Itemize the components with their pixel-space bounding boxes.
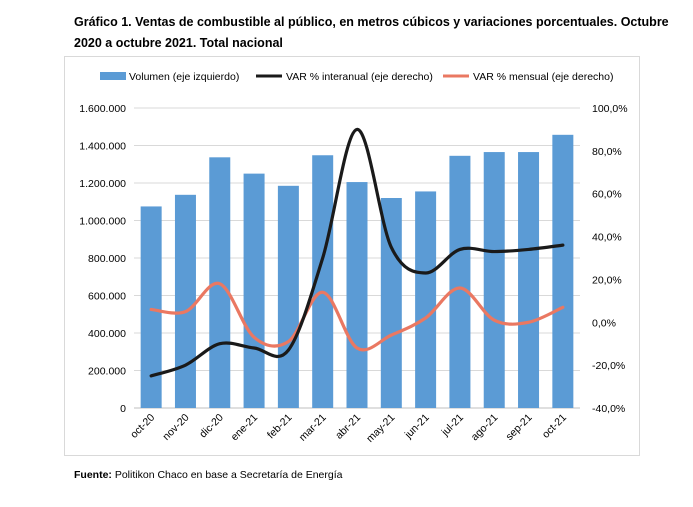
chart-frame: [64, 56, 640, 456]
bar-nov-20: [174, 194, 196, 408]
y-left-tick-label: 1.200.000: [79, 178, 126, 190]
x-axis: oct-20 nov-20 dic-20 ene-21 feb-21 mar-21 abr-…: [128, 412, 569, 445]
legend: Volumen (eje izquierdo) VAR % interanual …: [100, 71, 613, 83]
chart-title: Gráfico 1. Ventas de combustible al públ…: [74, 15, 669, 50]
x-tick-label: nov-20: [160, 412, 191, 443]
x-tick-label: may-21: [364, 412, 397, 445]
legend-swatch-volumen: [100, 72, 126, 80]
source-label: Fuente:: [74, 469, 112, 481]
bar-abr-21: [346, 182, 368, 408]
line-var-mensual: [149, 281, 565, 352]
lines: [149, 127, 565, 378]
y-left-tick-label: 1.600.000: [79, 103, 126, 115]
y-left-tick-label: 400.000: [88, 328, 126, 340]
source-text: Politikon Chaco en base a Secretaría de …: [114, 469, 343, 481]
bar-mar-21: [312, 155, 334, 408]
bar-ago-21: [483, 152, 505, 408]
legend-label-interanual: VAR % interanual (eje derecho): [286, 71, 433, 83]
legend-label-volumen: Volumen (eje izquierdo): [129, 71, 239, 83]
x-tick-label: oct-20: [128, 412, 157, 441]
y-left-tick-label: 0: [120, 403, 126, 415]
x-tick-label: ago-21: [469, 412, 501, 444]
y-axis-left: 0 200.000 400.000 600.000 800.000 1.000.000 1.…: [79, 103, 126, 415]
x-tick-label: jun-21: [402, 412, 432, 442]
y-right-tick-label: 60,0%: [592, 189, 622, 201]
bar-oct-21: [552, 134, 574, 408]
x-tick-label: abr-21: [333, 412, 363, 442]
bar-may-21: [380, 198, 402, 408]
fuel-sales-chart: Volumen (eje izquierdo) VAR % interanual …: [79, 71, 628, 445]
source-note: Fuente: Politikon Chaco en base a Secret…: [74, 469, 343, 481]
y-right-tick-label: 0,0%: [592, 317, 616, 329]
line-var-interanual: [149, 127, 565, 378]
bar-feb-21: [277, 185, 299, 408]
x-tick-label: dic-20: [197, 412, 226, 441]
y-right-tick-label: 40,0%: [592, 232, 622, 244]
volume-bars: [140, 134, 574, 408]
y-axis-right: -40,0% -20,0% 0,0% 20,0% 40,0% 60,0% 80,0% 100,…: [592, 103, 628, 415]
y-left-tick-label: 600.000: [88, 291, 126, 303]
legend-label-mensual: VAR % mensual (eje derecho): [473, 71, 613, 83]
bar-sep-21: [518, 152, 540, 408]
y-left-tick-label: 1.000.000: [79, 216, 126, 228]
bar-oct-20: [140, 206, 162, 408]
y-right-tick-label: 100,0%: [592, 103, 628, 115]
x-tick-label: ene-21: [229, 412, 261, 444]
x-tick-label: jul-21: [439, 412, 466, 439]
y-right-tick-label: 20,0%: [592, 274, 622, 286]
y-right-tick-label: 80,0%: [592, 146, 622, 158]
y-left-tick-label: 200.000: [88, 366, 126, 378]
x-tick-label: oct-21: [540, 412, 569, 441]
y-right-tick-label: -40,0%: [592, 403, 625, 415]
x-tick-label: sep-21: [503, 412, 534, 443]
y-right-tick-label: -20,0%: [592, 360, 625, 372]
x-tick-label: feb-21: [265, 412, 295, 442]
bar-ene-21: [243, 173, 265, 408]
y-left-tick-label: 1.400.000: [79, 141, 126, 153]
bar-jun-21: [415, 191, 437, 408]
x-tick-label: mar-21: [297, 412, 329, 444]
bar-jul-21: [449, 155, 471, 408]
y-left-tick-label: 800.000: [88, 253, 126, 265]
